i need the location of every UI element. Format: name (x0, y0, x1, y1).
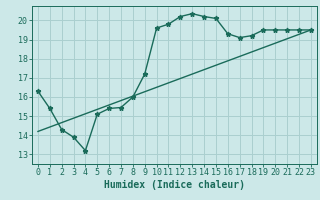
X-axis label: Humidex (Indice chaleur): Humidex (Indice chaleur) (104, 180, 245, 190)
